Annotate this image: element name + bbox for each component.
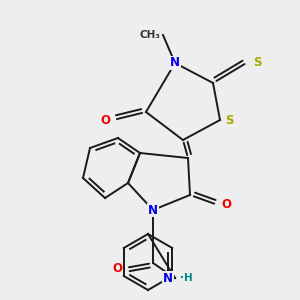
Text: S: S [225,113,233,127]
Text: N: N [163,272,173,284]
Text: O: O [112,262,122,275]
Text: CH₃: CH₃ [139,30,160,40]
Text: N: N [148,203,158,217]
Text: O: O [100,113,110,127]
Text: S: S [253,56,262,68]
Text: O: O [221,199,231,212]
Text: ·H: ·H [180,273,193,283]
Text: N: N [170,56,180,70]
